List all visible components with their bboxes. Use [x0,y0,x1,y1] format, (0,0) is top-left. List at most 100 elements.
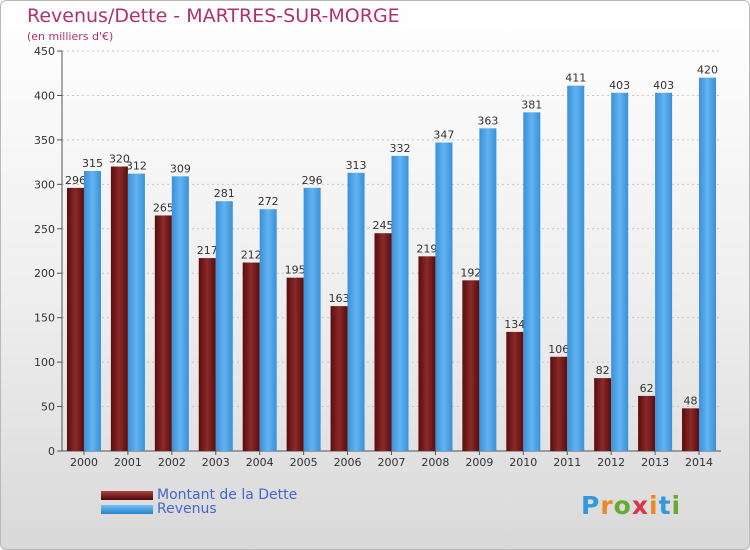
data-label-dette: 219 [416,242,437,255]
data-label-dette: 217 [197,244,218,257]
x-tick-label: 2001 [114,456,142,469]
data-label-dette: 106 [548,343,569,356]
y-tick-label: 450 [34,45,55,58]
y-tick-label: 100 [34,356,55,369]
y-tick-label: 50 [41,401,55,414]
data-label-revenus: 312 [126,160,147,173]
bar-revenus [83,171,101,451]
data-label-dette: 245 [373,219,394,232]
data-label-revenus: 420 [697,64,718,77]
data-label-revenus: 313 [346,159,367,172]
bar-revenus [171,176,189,452]
data-label-revenus: 309 [170,162,191,175]
x-tick-label: 2000 [70,456,98,469]
bar-revenus [567,85,585,452]
data-label-revenus: 315 [82,157,103,170]
logo-letter: o [613,491,632,520]
bar-dette [418,256,436,451]
legend-label-revenus: Revenus [157,501,217,517]
x-tick-label: 2003 [202,456,230,469]
data-label-dette: 163 [329,292,350,305]
bar-dette [462,280,480,451]
x-tick-label: 2004 [246,456,274,469]
x-tick-label: 2011 [553,456,581,469]
y-tick-label: 250 [34,223,55,236]
bar-dette [638,395,656,451]
bar-revenus [611,92,629,452]
data-label-dette: 82 [596,364,610,377]
y-tick-label: 200 [34,267,55,280]
bar-dette [286,277,304,451]
bar-dette [154,215,172,451]
y-tick-label: 300 [34,178,55,191]
x-tick-label: 2007 [378,456,406,469]
logo-letter: x [631,491,649,520]
chart-subtitle: (en milliers d'€) [27,30,114,43]
data-label-revenus: 272 [258,195,279,208]
legend-item-revenus: Revenus [101,501,217,517]
bar-dette [594,378,612,451]
bar-revenus [215,201,233,451]
y-tick-label: 150 [34,312,55,325]
bar-dette [66,187,84,451]
bar-revenus [699,77,717,452]
x-tick-label: 2008 [421,456,449,469]
bar-dette [374,233,392,451]
bar-dette [198,258,216,451]
legend-swatch-dette [101,490,153,500]
data-label-revenus: 347 [433,129,454,142]
y-tick-label: 0 [48,445,55,458]
proxiti-logo: Proxiti [581,491,681,520]
bar-revenus [127,173,145,451]
data-label-dette: 48 [684,394,698,407]
data-label-dette: 134 [504,318,525,331]
y-tick-label: 400 [34,89,55,102]
data-label-revenus: 381 [521,98,542,111]
data-label-dette: 212 [241,249,262,262]
data-label-revenus: 296 [302,174,323,187]
data-label-dette: 62 [640,382,654,395]
x-tick-label: 2014 [685,456,713,469]
x-tick-label: 2005 [290,456,318,469]
bar-revenus [435,142,453,452]
bar-dette [242,262,260,451]
data-label-revenus: 411 [565,72,586,85]
x-tick-label: 2010 [509,456,537,469]
logo-letter: i [671,491,682,520]
logo-letter: r [600,491,614,520]
bar-revenus [303,187,321,451]
x-tick-label: 2002 [158,456,186,469]
data-label-dette: 296 [65,174,86,187]
data-label-revenus: 332 [390,142,411,155]
data-label-dette: 192 [460,266,481,279]
x-tick-label: 2006 [334,456,362,469]
data-label-dette: 265 [153,201,174,214]
bar-revenus [259,209,277,451]
data-label-dette: 320 [109,153,130,166]
x-tick-label: 2013 [641,456,669,469]
bar-revenus [347,172,365,451]
bar-dette [330,306,348,451]
legend-swatch-revenus [101,504,153,514]
bar-dette [506,331,524,451]
bar-revenus [391,155,409,451]
bar-revenus [479,128,497,451]
x-tick-label: 2009 [465,456,493,469]
logo-letter: t [658,491,672,520]
chart-title: Revenus/Dette - MARTRES-SUR-MORGE [27,5,400,27]
logo-letter: P [581,491,601,520]
data-label-revenus: 363 [477,114,498,127]
bar-revenus [523,112,541,451]
bar-dette [682,408,700,451]
data-label-revenus: 281 [214,187,235,200]
data-label-revenus: 403 [609,79,630,92]
logo-letter: i [649,491,659,520]
bar-dette [110,166,128,452]
bar-dette [550,356,568,451]
data-label-revenus: 403 [653,79,674,92]
bar-revenus [655,92,673,452]
legend-label-dette: Montant de la Dette [157,487,298,503]
legend-item-dette: Montant de la Dette [101,487,297,503]
